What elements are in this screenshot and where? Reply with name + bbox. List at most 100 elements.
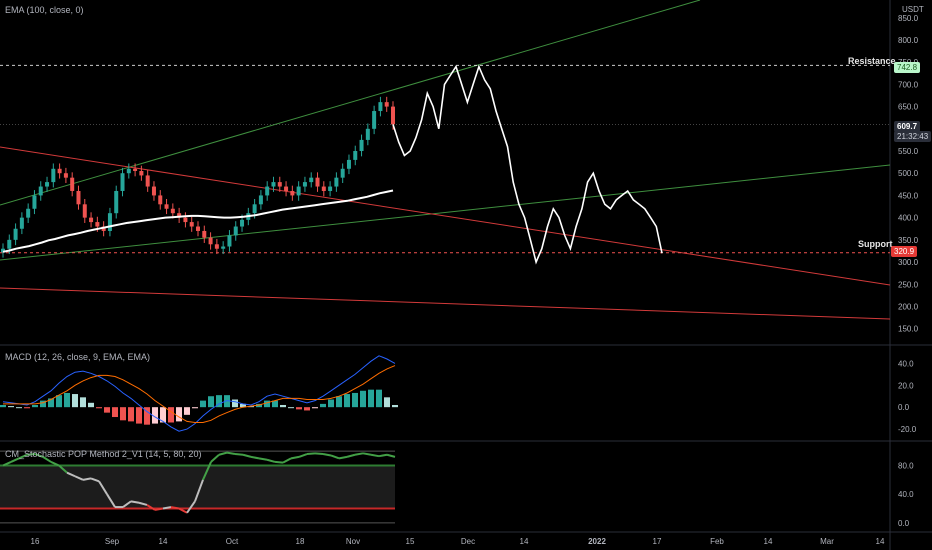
stoch-indicator-label[interactable]: CM_Stochastic POP Method 2_V1 (14, 5, 80… bbox=[5, 449, 202, 459]
macd-histogram-bar bbox=[384, 397, 390, 408]
y-tick-label: 400.0 bbox=[898, 214, 919, 223]
stoch-line-segment bbox=[106, 493, 116, 508]
candle-body bbox=[202, 230, 207, 238]
stoch-line-segment bbox=[266, 458, 276, 463]
macd-histogram-bar bbox=[24, 407, 30, 409]
x-tick-label: Dec bbox=[461, 537, 475, 546]
candle-body bbox=[340, 168, 345, 178]
macd-histogram-bar bbox=[376, 389, 382, 408]
macd-histogram-bar bbox=[352, 392, 358, 408]
stoch-line-segment bbox=[202, 461, 212, 481]
macd-histogram-bar bbox=[280, 404, 286, 408]
macd-histogram-bar bbox=[288, 407, 294, 409]
candle-body bbox=[346, 159, 351, 169]
candle-body bbox=[1, 248, 5, 253]
candle-body bbox=[214, 244, 219, 249]
stoch-line-segment bbox=[10, 457, 20, 463]
candle-body bbox=[32, 195, 37, 209]
support-annotation: Support bbox=[858, 239, 893, 249]
stoch-line-segment bbox=[122, 500, 132, 508]
x-tick-label: Sep bbox=[105, 537, 120, 546]
candle-body bbox=[139, 171, 144, 176]
resistance-annotation: Resistance bbox=[848, 56, 896, 66]
candle-body bbox=[328, 186, 333, 191]
currency-label: USDT bbox=[902, 5, 924, 14]
macd-histogram-bar bbox=[344, 394, 350, 408]
macd-indicator-label[interactable]: MACD (12, 26, close, 9, EMA, EMA) bbox=[5, 352, 151, 362]
macd-histogram-bar bbox=[136, 407, 142, 424]
macd-histogram-bar bbox=[56, 395, 62, 408]
y-tick-label: -20.0 bbox=[898, 425, 917, 434]
macd-histogram-bar bbox=[152, 407, 158, 424]
x-tick-label: 14 bbox=[764, 537, 773, 546]
candle-body bbox=[271, 182, 276, 187]
candle-body bbox=[19, 217, 24, 229]
candle-body bbox=[221, 246, 226, 249]
x-tick-label: Feb bbox=[710, 537, 724, 546]
candle-body bbox=[151, 186, 156, 196]
candle-body bbox=[189, 222, 194, 227]
current-price-tag: 609.7 bbox=[894, 121, 921, 132]
candle-body bbox=[7, 239, 12, 249]
candle-body bbox=[82, 204, 87, 218]
stoch-line-segment bbox=[74, 475, 84, 481]
stoch-line-segment bbox=[42, 456, 52, 463]
x-tick-label: Nov bbox=[346, 537, 360, 546]
macd-histogram-bar bbox=[200, 400, 206, 408]
macd-histogram-bar bbox=[296, 407, 302, 410]
candle-body bbox=[57, 168, 62, 174]
candle-body bbox=[164, 204, 169, 209]
macd-histogram-bar bbox=[104, 407, 110, 413]
macd-histogram-bar bbox=[360, 390, 366, 408]
macd-histogram-bar bbox=[128, 407, 134, 422]
candle-body bbox=[51, 168, 56, 183]
macd-histogram-bar bbox=[168, 407, 174, 423]
x-tick-label: 15 bbox=[406, 537, 415, 546]
stoch-line-segment bbox=[298, 453, 308, 458]
upper-channel-line bbox=[0, 0, 701, 206]
candle-body bbox=[120, 173, 125, 191]
y-tick-label: 0.0 bbox=[898, 403, 910, 412]
macd-histogram-bar bbox=[336, 396, 342, 408]
signal-line bbox=[3, 365, 396, 423]
stoch-line-segment bbox=[370, 453, 380, 458]
x-tick-label: Oct bbox=[226, 537, 239, 546]
candle-body bbox=[309, 177, 314, 183]
candle-body bbox=[13, 228, 18, 240]
stoch-line-segment bbox=[90, 477, 100, 483]
candle-body bbox=[290, 190, 295, 196]
stoch-line-segment bbox=[234, 453, 244, 456]
candle-body bbox=[26, 208, 31, 218]
macd-histogram-bar bbox=[8, 406, 14, 408]
stoch-line-segment bbox=[386, 453, 396, 458]
macd-histogram-bar bbox=[392, 404, 398, 408]
ema-indicator-label[interactable]: EMA (100, close, 0) bbox=[5, 5, 84, 15]
y-tick-label: 800.0 bbox=[898, 36, 919, 45]
candle-body bbox=[277, 182, 282, 187]
x-tick-label: Mar bbox=[820, 537, 834, 546]
stoch-line-segment bbox=[98, 480, 108, 495]
candle-body bbox=[258, 195, 263, 205]
stoch-line-segment bbox=[170, 506, 180, 510]
x-tick-label: 14 bbox=[876, 537, 885, 546]
macd-histogram-bar bbox=[320, 403, 326, 408]
candle-body bbox=[63, 173, 68, 178]
y-tick-label: 500.0 bbox=[898, 169, 919, 178]
stoch-line-segment bbox=[322, 453, 332, 457]
lower-channel-line bbox=[0, 164, 891, 261]
candle-body bbox=[170, 208, 175, 214]
stoch-line-segment bbox=[258, 457, 268, 461]
x-tick-label: 17 bbox=[653, 537, 662, 546]
macd-histogram-bar bbox=[192, 407, 198, 409]
x-tick-label: 2022 bbox=[588, 537, 606, 546]
candle-body bbox=[101, 226, 106, 231]
stoch-line-segment bbox=[218, 451, 228, 456]
macd-histogram-bar bbox=[184, 407, 190, 415]
stoch-line-segment bbox=[274, 460, 284, 464]
stoch-line-segment bbox=[146, 504, 156, 511]
descending-trend-line bbox=[0, 146, 891, 286]
macd-histogram-bar bbox=[328, 399, 334, 408]
candle-body bbox=[334, 177, 339, 187]
